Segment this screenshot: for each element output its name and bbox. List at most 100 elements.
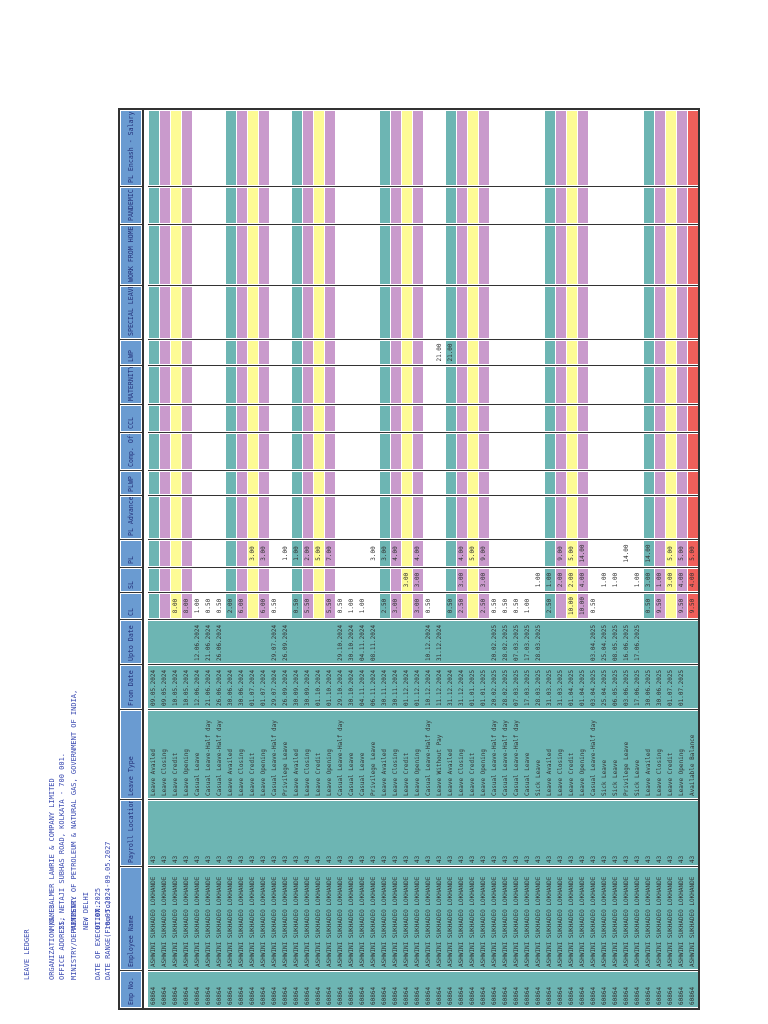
employee-name-cell: ASHWINI SUKHADEO LOKHANDE: [577, 866, 588, 970]
cell-value: [314, 226, 324, 284]
special-leave-cell: [467, 285, 478, 339]
cell-text: ASHWINI SUKHADEO LOKHANDE: [258, 868, 269, 969]
column-header-emp-no[interactable]: Emp No.: [120, 970, 142, 1008]
cell-value: 0.50: [491, 598, 498, 614]
cell-value: [621, 472, 632, 494]
cell-value: [303, 188, 313, 223]
cell-value: [413, 188, 423, 223]
info-line: DATE RANGE(From-To): 10.05.2024-09.05.202…: [104, 841, 112, 980]
column-header-from-date[interactable]: From Date: [120, 664, 142, 709]
employee-name-cell: ASHWINI SUKHADEO LOKHANDE: [236, 866, 247, 970]
cell-text: ASHWINI SUKHADEO LOKHANDE: [214, 868, 225, 969]
cell-text: 60864: [533, 972, 544, 1007]
column-header-employee-name[interactable]: Employee Name: [120, 866, 142, 970]
cell-value: [402, 594, 412, 618]
column-header-lwp[interactable]: LWP: [120, 339, 142, 365]
cell-value: [446, 226, 456, 284]
column-header-cl[interactable]: CL: [120, 592, 142, 619]
cell-text: ASHWINI SUKHADEO LOKHANDE: [577, 868, 588, 969]
cell-value: [380, 406, 390, 431]
emp-no-cell: 60864: [500, 970, 511, 1008]
from-date-cell: 06.11.2024: [368, 664, 379, 709]
from-date-cell: 28.02.2025: [500, 664, 511, 709]
cell-value: [644, 287, 654, 338]
cell-value: [192, 406, 203, 431]
special-leave-cell: [335, 285, 346, 339]
cell-value: 2.50: [380, 594, 390, 618]
plwp-cell: [456, 470, 467, 495]
payroll-location-cell: 43: [225, 799, 236, 866]
cell-value: [599, 341, 610, 364]
cell-value: [610, 367, 621, 403]
cell-value: 0.50: [292, 594, 302, 618]
from-date-cell: 26.06.2024: [214, 664, 225, 709]
column-header-pl-advance[interactable]: PL Advance: [120, 495, 142, 539]
work-from-home-cell: [313, 224, 324, 285]
work-from-home-cell: [390, 224, 401, 285]
lwp-cell: 21.00: [434, 339, 445, 365]
column-header-work-from-home[interactable]: WORK FROM HOME: [120, 224, 142, 285]
upto-date-cell: [412, 619, 423, 664]
special-leave-cell: [357, 285, 368, 339]
cell-value: [666, 341, 676, 364]
column-header-ccl[interactable]: CCL: [120, 404, 142, 432]
cell-value: [357, 287, 368, 338]
column-header-pl[interactable]: PL: [120, 539, 142, 567]
sl-cell: [588, 567, 599, 592]
column-header-plwp[interactable]: PLWP: [120, 470, 142, 495]
cell-value: [303, 569, 313, 591]
pl-cell: [192, 539, 203, 567]
cell-value: [292, 497, 302, 538]
cell-value: [226, 341, 236, 364]
upto-date-cell: 08.11.2024: [368, 619, 379, 664]
cell-text: 10.05.2024: [170, 666, 181, 708]
pandemic-cell: [159, 186, 170, 224]
leave-type-cell: Casual Leave-Half day: [489, 709, 500, 799]
cell-value: [402, 367, 412, 403]
column-header-pl-encash-salary[interactable]: PL Encash - Salary: [120, 110, 142, 186]
cell-value: [391, 434, 401, 469]
cell-value: [214, 497, 225, 538]
column-header-sl[interactable]: SL: [120, 567, 142, 592]
cell-text: Leave Opening: [577, 711, 588, 798]
column-header-special-leave[interactable]: SPECIAL LEAVE: [120, 285, 142, 339]
cell-text: 43: [511, 801, 522, 865]
emp-no-cell: 60864: [577, 970, 588, 1008]
cell-text: Leave Closing: [302, 711, 313, 798]
lwp-cell: [181, 339, 192, 365]
pandemic-cell: [280, 186, 291, 224]
cell-text: Casual Leave: [522, 711, 533, 798]
maternity-cell: [148, 365, 159, 404]
cell-text: 28.02.2025: [500, 666, 511, 708]
column-header-pandemic[interactable]: PANDEMIC: [120, 186, 142, 224]
cell-value: [533, 541, 544, 566]
ccl-cell: [412, 404, 423, 432]
sl-cell: 3.00: [412, 567, 423, 592]
employee-name-cell: ASHWINI SUKHADEO LOKHANDE: [511, 866, 522, 970]
lwp-cell: [170, 339, 181, 365]
ccl-cell: [456, 404, 467, 432]
cell-text: [291, 621, 302, 663]
special-leave-cell: [258, 285, 269, 339]
table-row: 60864 ASHWINI SUKHADEO LOKHANDE 43 Leave Cr…: [566, 110, 577, 1008]
table-row: 60864 ASHWINI SUKHADEO LOKHANDE 43 Leave Op…: [478, 110, 489, 1008]
cell-value: 1.00: [612, 572, 619, 588]
cell-value: 2.50: [457, 594, 467, 618]
cell-value: [325, 472, 335, 494]
cell-value: [479, 497, 489, 538]
column-header-maternity[interactable]: MATERNITY: [120, 365, 142, 404]
upto-date-cell: 03.04.2025: [588, 619, 599, 664]
column-header-leave-type[interactable]: Leave Type: [120, 709, 142, 799]
pl-cell: 3.00: [258, 539, 269, 567]
cell-text: 60864: [643, 972, 654, 1007]
cell-text: ASHWINI SUKHADEO LOKHANDE: [445, 868, 456, 969]
cell-text: [247, 621, 258, 663]
cell-value: [292, 569, 302, 591]
column-header-payroll-location[interactable]: Payroll Location: [120, 799, 142, 866]
column-header-label: PANDEMIC: [121, 188, 141, 223]
column-header-comp-off[interactable]: Comp. Off: [120, 432, 142, 470]
lwp-cell: [599, 339, 610, 365]
special-leave-cell: [148, 285, 159, 339]
cell-value: [325, 367, 335, 403]
column-header-upto-date[interactable]: Upto Date: [120, 619, 142, 664]
